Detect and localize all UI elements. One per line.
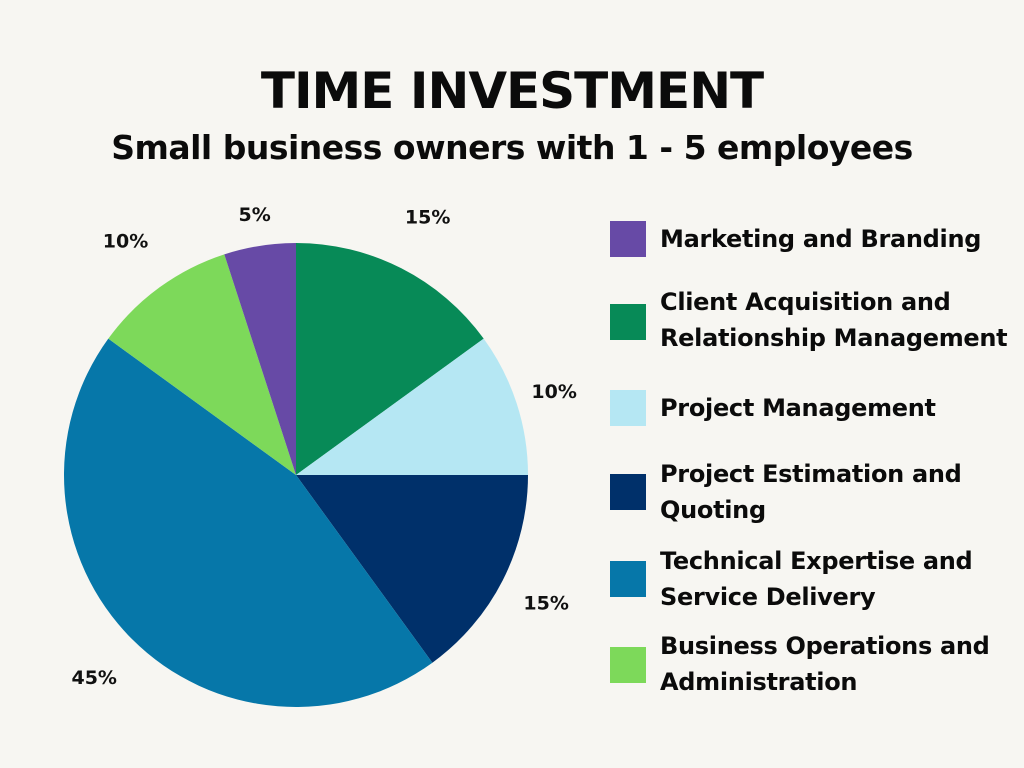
chart-title: TIME INVESTMENT bbox=[260, 62, 764, 120]
pie-slice bbox=[108, 254, 296, 475]
slice-value-label: 5% bbox=[238, 204, 270, 226]
chart-subtitle: Small business owners with 1 - 5 employe… bbox=[111, 128, 913, 167]
pie-slice bbox=[296, 338, 528, 475]
pie-slice bbox=[64, 338, 433, 707]
slice-value-label: 15% bbox=[523, 592, 568, 614]
slice-value-label: 10% bbox=[103, 230, 148, 252]
slice-value-label: 10% bbox=[531, 381, 576, 403]
pie-slice bbox=[224, 243, 296, 475]
pie-slice bbox=[296, 243, 484, 475]
slice-value-label: 45% bbox=[71, 667, 116, 689]
pie-slice bbox=[296, 475, 528, 663]
slice-value-label: 15% bbox=[405, 207, 450, 229]
